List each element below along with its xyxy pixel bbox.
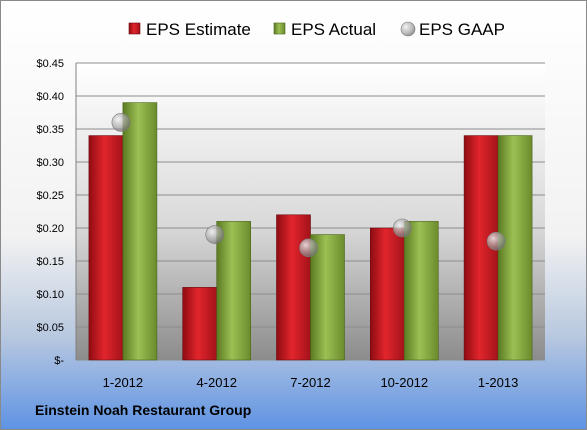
bars bbox=[88, 102, 533, 361]
legend-label: EPS GAAP bbox=[419, 20, 505, 39]
bar-eps-estimate bbox=[276, 214, 311, 361]
y-tick-label: $- bbox=[54, 355, 64, 367]
y-tick-label: $0.25 bbox=[36, 190, 64, 202]
y-tick-label: $0.15 bbox=[36, 256, 64, 268]
bar-eps-actual bbox=[497, 135, 533, 361]
company-name: Einstein Noah Restaurant Group bbox=[35, 402, 252, 418]
marker-eps-gaap bbox=[486, 231, 506, 251]
marker-eps-gaap bbox=[392, 218, 412, 238]
bar-eps-estimate bbox=[182, 287, 217, 361]
x-tick-label: 1-2012 bbox=[103, 375, 143, 390]
marker-eps-gaap bbox=[299, 238, 318, 258]
y-axis: $- $0.05 $0.10 $0.15 $0.20 $0.25 $0.30 $0.35 $0.… bbox=[36, 58, 77, 367]
x-tick-label: 10-2012 bbox=[380, 375, 428, 390]
bar-eps-estimate bbox=[88, 135, 124, 361]
x-tick-label: 7-2012 bbox=[290, 375, 330, 390]
legend-swatch bbox=[128, 22, 141, 35]
bar-eps-actual bbox=[403, 221, 439, 361]
y-tick-label: $0.35 bbox=[36, 124, 64, 136]
x-tick-label: 1-2013 bbox=[478, 375, 518, 390]
legend-label: EPS Estimate bbox=[146, 20, 251, 39]
y-tick-label: $0.45 bbox=[36, 58, 64, 70]
marker-eps-gaap bbox=[205, 225, 224, 244]
bar-eps-actual bbox=[216, 221, 251, 361]
marker-eps-gaap bbox=[111, 113, 131, 132]
y-tick-label: $0.10 bbox=[36, 289, 64, 301]
bar-eps-actual bbox=[310, 234, 345, 361]
x-tick-label: 4-2012 bbox=[196, 375, 236, 390]
legend-label: EPS Actual bbox=[291, 20, 376, 39]
bar-eps-actual bbox=[122, 102, 158, 361]
y-tick-label: $0.30 bbox=[36, 157, 64, 169]
y-tick-label: $0.05 bbox=[36, 322, 64, 334]
y-tick-label: $0.20 bbox=[36, 223, 64, 235]
bar-eps-estimate bbox=[369, 227, 405, 361]
x-axis: 1-2012 4-2012 7-2012 10-2012 1-2013 bbox=[103, 375, 519, 390]
gaap-markers bbox=[111, 113, 506, 258]
legend-marker bbox=[400, 21, 416, 37]
legend-swatch bbox=[273, 22, 286, 35]
y-tick-label: $0.40 bbox=[36, 91, 64, 103]
legend: EPS Estimate EPS Actual EPS GAAP bbox=[128, 20, 505, 39]
